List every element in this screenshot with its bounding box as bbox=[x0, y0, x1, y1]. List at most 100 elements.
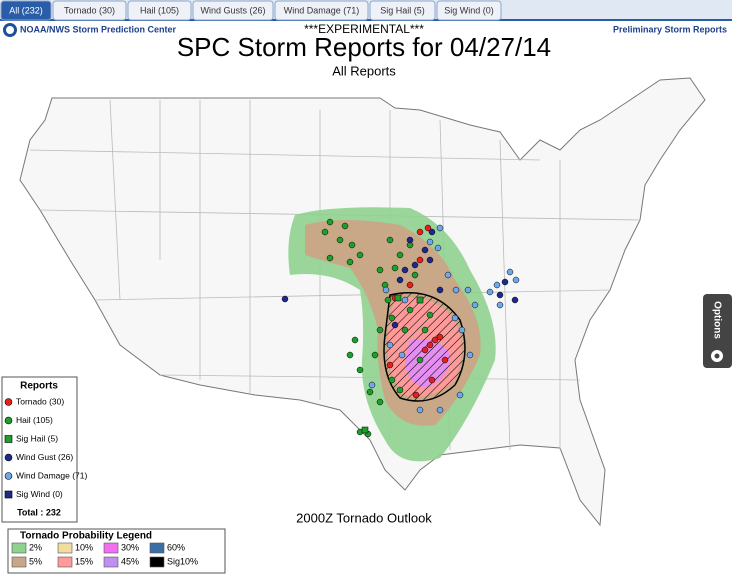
report-marker bbox=[336, 236, 344, 244]
tab-label[interactable]: Hail (105) bbox=[140, 5, 179, 15]
report-marker bbox=[401, 296, 409, 304]
report-marker bbox=[386, 341, 394, 349]
report-marker bbox=[376, 398, 384, 406]
report-marker bbox=[376, 266, 384, 274]
report-marker bbox=[368, 381, 376, 389]
report-marker bbox=[386, 361, 394, 369]
options-label[interactable]: Options bbox=[711, 301, 722, 339]
report-marker bbox=[421, 326, 429, 334]
legend-swatch bbox=[149, 556, 165, 568]
reports-total: Total : 232 bbox=[17, 507, 61, 517]
noaa-logo bbox=[6, 26, 14, 34]
report-marker bbox=[458, 326, 466, 334]
header-right: Preliminary Storm Reports bbox=[613, 24, 727, 34]
report-marker bbox=[388, 314, 396, 322]
tab[interactable] bbox=[52, 0, 127, 21]
legend-label: 45% bbox=[121, 556, 139, 566]
legend-symbol bbox=[4, 416, 13, 425]
report-marker bbox=[391, 264, 399, 272]
tab-label[interactable]: All (232) bbox=[9, 5, 43, 15]
report-marker bbox=[406, 281, 414, 289]
report-marker bbox=[512, 276, 520, 284]
tab-label[interactable]: Wind Damage (71) bbox=[284, 5, 360, 15]
legend-swatch bbox=[57, 542, 73, 554]
report-marker bbox=[441, 356, 449, 364]
report-marker bbox=[351, 336, 359, 344]
legend-symbol bbox=[4, 435, 13, 443]
tab-label[interactable]: Wind Gusts (26) bbox=[200, 5, 265, 15]
legend-swatch bbox=[11, 556, 27, 568]
report-marker bbox=[471, 301, 479, 309]
report-marker bbox=[384, 296, 392, 304]
legend-symbol bbox=[4, 398, 13, 406]
tab-label[interactable]: Sig Hail (5) bbox=[380, 5, 425, 15]
tab[interactable] bbox=[127, 0, 192, 21]
report-marker bbox=[416, 256, 424, 264]
legend-label: Sig Hail (5) bbox=[16, 433, 58, 443]
report-marker bbox=[376, 326, 384, 334]
legend-symbol bbox=[4, 490, 13, 499]
report-marker bbox=[436, 224, 444, 232]
report-marker bbox=[396, 386, 404, 394]
legend-swatch bbox=[103, 542, 119, 554]
legend-label: 30% bbox=[121, 542, 139, 552]
tab[interactable] bbox=[0, 0, 52, 21]
report-marker bbox=[341, 222, 349, 230]
legend-label: Wind Gust (26) bbox=[16, 452, 73, 462]
report-marker bbox=[356, 366, 364, 374]
experimental-flag: ***EXPERIMENTAL*** bbox=[304, 22, 424, 36]
legend-label: Tornado (30) bbox=[16, 396, 64, 406]
options-tab[interactable]: Options bbox=[703, 294, 732, 368]
report-marker bbox=[411, 271, 419, 279]
legend-label: Hail (105) bbox=[16, 415, 53, 425]
legend-swatch bbox=[57, 556, 73, 568]
tab[interactable] bbox=[369, 0, 436, 21]
report-marker bbox=[434, 244, 442, 252]
legend-label: 60% bbox=[167, 542, 185, 552]
report-marker bbox=[366, 388, 374, 396]
report-marker bbox=[426, 341, 434, 349]
report-marker bbox=[348, 241, 356, 249]
report-marker bbox=[356, 251, 364, 259]
report-marker bbox=[486, 288, 494, 296]
report-marker bbox=[451, 314, 459, 322]
report-marker bbox=[396, 276, 404, 284]
reports-legend-title: Reports bbox=[20, 381, 58, 392]
legend-swatch bbox=[11, 542, 27, 554]
tab[interactable] bbox=[436, 0, 502, 21]
report-marker bbox=[496, 301, 504, 309]
tab-label[interactable]: Tornado (30) bbox=[64, 5, 115, 15]
report-marker bbox=[511, 296, 519, 304]
report-marker bbox=[452, 286, 460, 294]
legend-label: 15% bbox=[75, 556, 93, 566]
report-marker bbox=[436, 333, 444, 341]
tab-label[interactable]: Sig Wind (0) bbox=[444, 5, 494, 15]
tab[interactable] bbox=[192, 0, 274, 21]
legend-swatch bbox=[103, 556, 119, 568]
legend-label: 5% bbox=[29, 556, 42, 566]
report-marker bbox=[411, 261, 419, 269]
report-marker bbox=[464, 286, 472, 294]
report-marker bbox=[394, 294, 402, 302]
legend-label: 2% bbox=[29, 542, 42, 552]
report-marker bbox=[382, 286, 390, 294]
report-marker bbox=[426, 238, 434, 246]
tab[interactable] bbox=[274, 0, 369, 21]
report-marker bbox=[388, 376, 396, 384]
outlook-title: 2000Z Tornado Outlook bbox=[296, 510, 432, 525]
report-marker bbox=[428, 228, 436, 236]
page-title: SPC Storm Reports for 04/27/14 bbox=[177, 32, 551, 62]
legend-label: Wind Damage (71) bbox=[16, 470, 88, 480]
report-marker bbox=[424, 224, 432, 232]
report-marker bbox=[371, 351, 379, 359]
report-marker bbox=[436, 406, 444, 414]
org-name: NOAA/NWS Storm Prediction Center bbox=[20, 24, 177, 34]
report-marker bbox=[436, 286, 444, 294]
storm-reports bbox=[281, 218, 520, 438]
legend-swatch bbox=[149, 542, 165, 554]
legend-label: Sig Wind (0) bbox=[16, 489, 63, 499]
report-marker bbox=[401, 266, 409, 274]
report-marker bbox=[401, 326, 409, 334]
reports-legend-box bbox=[1, 376, 78, 523]
probability-legend-title: Tornado Probability Legend bbox=[20, 531, 152, 542]
